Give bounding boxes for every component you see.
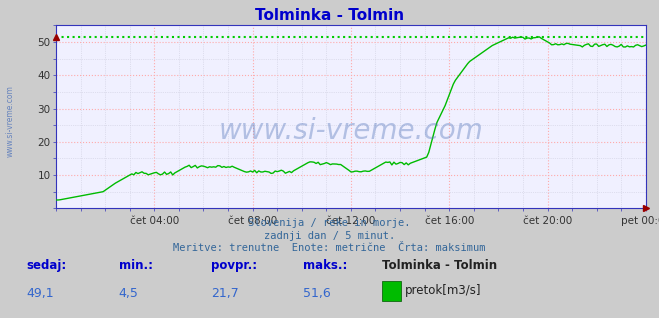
Text: zadnji dan / 5 minut.: zadnji dan / 5 minut. <box>264 231 395 240</box>
Text: povpr.:: povpr.: <box>211 259 257 272</box>
Text: Slovenija / reke in morje.: Slovenija / reke in morje. <box>248 218 411 228</box>
Text: Tolminka - Tolmin: Tolminka - Tolmin <box>382 259 498 272</box>
Text: www.si-vreme.com: www.si-vreme.com <box>219 117 483 146</box>
Text: www.si-vreme.com: www.si-vreme.com <box>5 85 14 157</box>
Text: 49,1: 49,1 <box>26 287 54 300</box>
Text: pretok[m3/s]: pretok[m3/s] <box>405 285 482 297</box>
Text: min.:: min.: <box>119 259 153 272</box>
Text: 21,7: 21,7 <box>211 287 239 300</box>
Text: maks.:: maks.: <box>303 259 347 272</box>
Text: 51,6: 51,6 <box>303 287 331 300</box>
Text: Meritve: trenutne  Enote: metrične  Črta: maksimum: Meritve: trenutne Enote: metrične Črta: … <box>173 243 486 253</box>
Text: sedaj:: sedaj: <box>26 259 67 272</box>
Text: 4,5: 4,5 <box>119 287 138 300</box>
Text: Tolminka - Tolmin: Tolminka - Tolmin <box>255 8 404 23</box>
